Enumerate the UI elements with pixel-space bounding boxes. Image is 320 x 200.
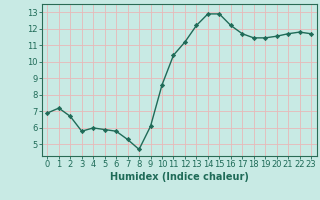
X-axis label: Humidex (Indice chaleur): Humidex (Indice chaleur) — [110, 172, 249, 182]
